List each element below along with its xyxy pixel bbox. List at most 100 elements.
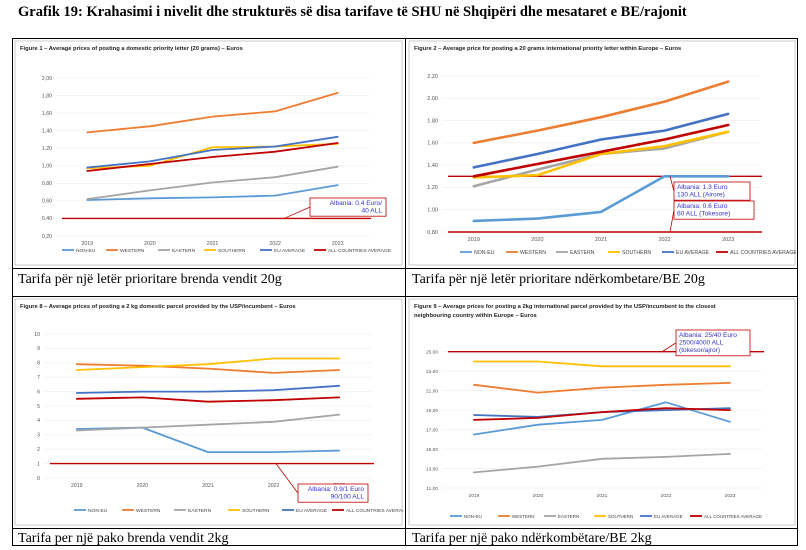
- legend-label-southern: SOUTHERN: [608, 514, 633, 519]
- x-tick-label: 2022: [269, 241, 281, 247]
- series-line-eu-average: [472, 112, 730, 169]
- y-tick-label: 23,00: [426, 369, 438, 375]
- x-tick-label: 2022: [661, 493, 672, 499]
- albania-annotation-tokesore-leader: [669, 210, 675, 233]
- grid-divider-caption-top: [12, 268, 798, 269]
- y-tick-label: 10: [34, 332, 40, 338]
- series-line-eastern: [86, 165, 339, 201]
- legend-label-eastern: EASTERN: [558, 514, 579, 519]
- albania-annotation-text: Albania: 0.9/1 Euro: [308, 486, 364, 493]
- y-tick-label: 1.20: [427, 185, 438, 191]
- albania-annotation-leader: [275, 463, 299, 494]
- y-tick-label: 5: [37, 404, 40, 410]
- series-line-western: [472, 80, 730, 145]
- albania-annotation-tokesore-text: Albania: 0.6 Euro: [677, 203, 728, 210]
- y-tick-label: 25,00: [426, 350, 438, 356]
- legend-label-all-countries-average: ALL COUNTRIES AVERAGE: [328, 248, 392, 254]
- legend-label-eu-average: EU AVERAGE: [654, 514, 683, 519]
- chart-panel-international-letter: Figure 2 – Average price for posting a 2…: [408, 40, 796, 266]
- y-tick-label: 1.00: [427, 208, 438, 214]
- y-tick-label: 9: [37, 346, 40, 352]
- legend-label-eu-average: EU AVERAGE: [274, 248, 306, 254]
- y-tick-label: 4: [37, 418, 40, 424]
- y-tick-label: 0,60: [42, 199, 52, 205]
- x-tick-label: 2023: [332, 241, 344, 247]
- legend-label-non-eu: NON-EU: [76, 248, 96, 254]
- y-tick-label: 11,00: [426, 486, 438, 492]
- legend-label-all-countries-average: ALL COUNTRIES AVERAGE: [346, 508, 403, 514]
- x-tick-label: 2021: [202, 483, 214, 489]
- caption-international-parcel: Tarifa per një pako ndërkombëtare/BE 2kg: [412, 531, 652, 546]
- page-title: Grafik 19: Krahasimi i nivelit dhe struk…: [18, 4, 687, 20]
- x-tick-label: 2021: [207, 241, 219, 247]
- x-tick-label: 2019: [468, 237, 480, 243]
- y-tick-label: 0,80: [42, 181, 52, 187]
- x-tick-label: 2020: [144, 241, 156, 247]
- chart-panel-domestic-letter: Figure 1 – Average prices of posting a d…: [14, 40, 403, 266]
- grid-divider-caption-bottom: [12, 528, 798, 529]
- series-line-eu-average: [86, 135, 339, 169]
- series-line-western: [473, 382, 731, 394]
- legend-label-western: WESTERN: [520, 250, 546, 256]
- x-tick-label: 2019: [71, 483, 83, 489]
- series-line-all-countries-average: [75, 396, 341, 403]
- albania-annotation-text: 2500/4000 ALL: [679, 340, 724, 347]
- series-line-southern: [472, 130, 730, 179]
- legend-label-all-countries-average: ALL COUNTRIES AVERAGE: [704, 514, 762, 519]
- albania-annotation-box: [675, 329, 751, 357]
- legend-label-southern: SOUTHERN: [242, 508, 270, 514]
- series-line-all-countries-average: [473, 407, 731, 421]
- chart-title: Figure 2 – Average price for posting a 2…: [414, 46, 681, 52]
- series-line-eastern: [473, 452, 731, 474]
- y-tick-label: 1: [37, 461, 40, 467]
- y-tick-label: 1.60: [427, 141, 438, 147]
- legend-label-eastern: EASTERN: [570, 250, 595, 256]
- legend-label-western: WESTERN: [512, 514, 535, 519]
- albania-annotation-text: Albania: 25/40 Euro: [679, 332, 737, 339]
- x-tick-label: 2021: [595, 237, 607, 243]
- albania-annotation-tokesore-text: 60 ALL (Tokesore): [677, 211, 730, 218]
- albania-annotation-text: Albania: 0.4 Euro/: [330, 200, 383, 207]
- grid-divider-middle: [12, 296, 798, 297]
- legend-label-southern: SOUTHERN: [218, 248, 246, 254]
- y-tick-label: 1,80: [42, 93, 52, 99]
- y-tick-label: 3: [37, 433, 40, 439]
- x-tick-label: 2020: [533, 493, 544, 499]
- grid-divider-vertical: [405, 38, 406, 546]
- albania-annotation-leader: [661, 342, 677, 353]
- albania-annotation-text: (tokesor/ajror): [679, 347, 720, 354]
- chart-panel-international-parcel: Figure 9 – Average prices for posting a …: [408, 298, 796, 526]
- legend-label-western: WESTERN: [120, 248, 145, 254]
- x-tick-label: 2022: [268, 483, 280, 489]
- caption-domestic-parcel: Tarifa per një pako brenda vendit 2kg: [18, 531, 229, 546]
- chart-title: Figure 9 – Average prices for posting a …: [414, 304, 716, 310]
- chart-title: Figure 1 – Average prices of posting a d…: [20, 46, 243, 52]
- y-tick-label: 8: [37, 361, 40, 367]
- legend-label-non-eu: NON-EU: [88, 508, 108, 514]
- legend-label-southern: SOUTHERN: [622, 250, 651, 256]
- legend-label-all-countries-average: ALL COUNTRIES AVERAGE: [730, 250, 796, 256]
- y-tick-label: 0,40: [42, 216, 52, 222]
- legend-label-non-eu: NON-EU: [474, 250, 495, 256]
- y-tick-label: 21,00: [426, 388, 438, 394]
- y-tick-label: 0,20: [42, 234, 52, 240]
- x-tick-label: 2021: [597, 493, 608, 499]
- albania-annotation-airore-leader: [669, 176, 675, 192]
- chart-title: neighbouring country within Europe – Eur…: [414, 313, 537, 319]
- albania-annotation-airore-text: 130 ALL (Airore): [677, 192, 725, 199]
- y-tick-label: 1,40: [42, 128, 52, 134]
- y-tick-label: 2.00: [427, 96, 438, 102]
- series-line-all-countries-average: [472, 123, 730, 178]
- y-tick-label: 1.80: [427, 118, 438, 124]
- x-tick-label: 2020: [531, 237, 543, 243]
- caption-domestic-letter: Tarifa për një letër prioritare brenda v…: [18, 272, 282, 287]
- y-tick-label: 15,00: [426, 447, 438, 453]
- albania-annotation-airore-text: Albania: 1.3 Euro: [677, 184, 728, 191]
- series-line-western: [86, 92, 339, 134]
- y-tick-label: 1,00: [42, 164, 52, 170]
- y-tick-label: 1,20: [42, 146, 52, 152]
- y-tick-label: 1,60: [42, 111, 52, 117]
- series-line-southern: [75, 357, 341, 371]
- y-tick-label: 2,00: [42, 76, 52, 82]
- series-line-eu-average: [75, 384, 341, 394]
